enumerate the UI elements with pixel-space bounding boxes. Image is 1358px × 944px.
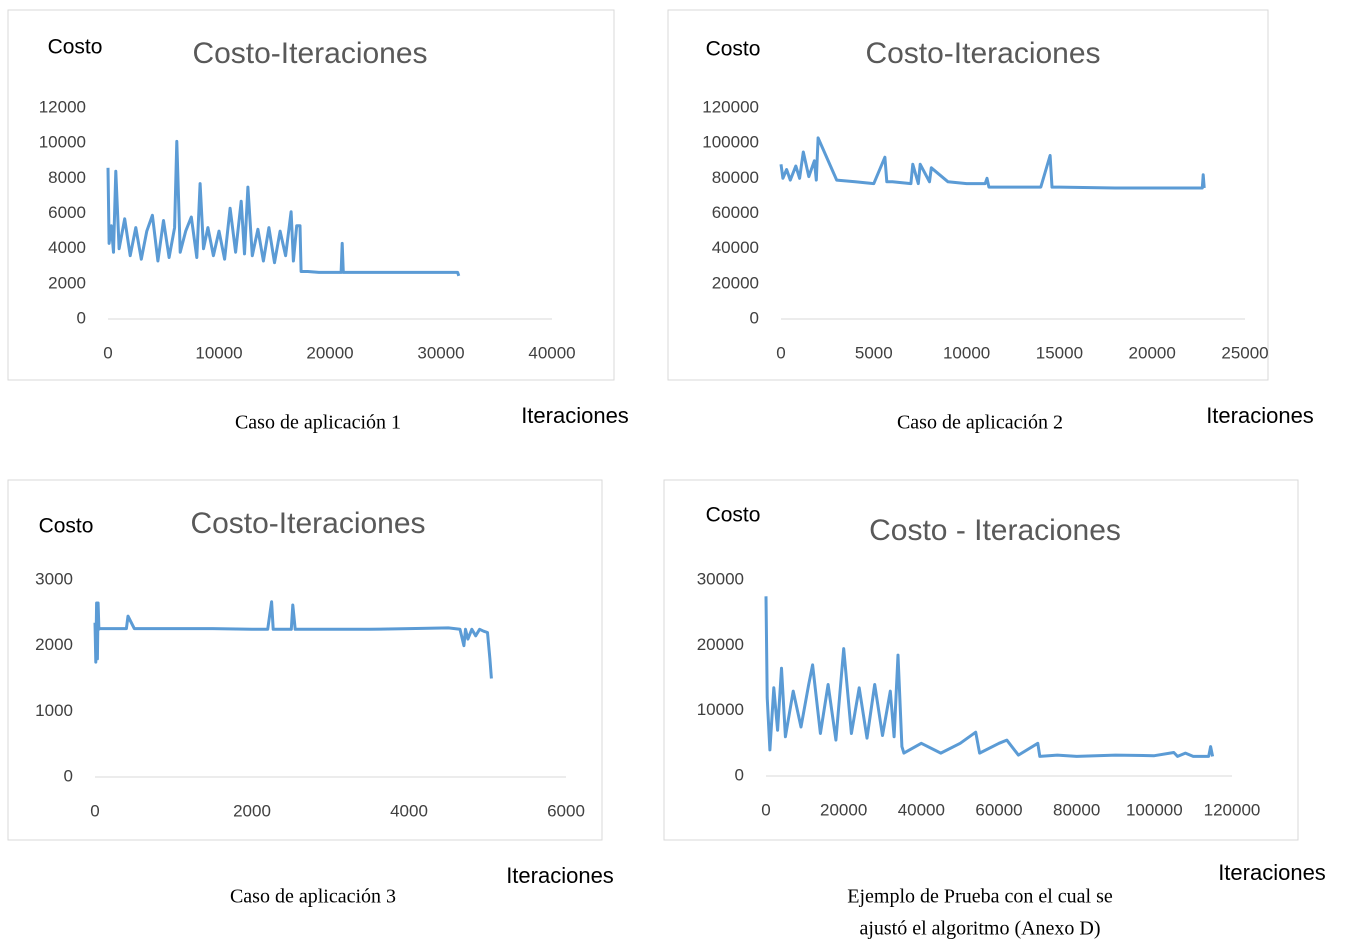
- y-tick-label: 4000: [48, 238, 86, 257]
- chart-title: Costo-Iteraciones: [192, 37, 427, 70]
- y-tick-label: 20000: [697, 635, 744, 654]
- x-tick-label: 0: [776, 343, 785, 362]
- chart-border: [663, 479, 1299, 841]
- y-tick-label: 80000: [712, 168, 759, 187]
- y-axis-label: Costo: [48, 36, 103, 59]
- x-tick-label: 6000: [547, 801, 585, 820]
- x-tick-label: 120000: [1204, 800, 1261, 819]
- y-tick-label: 1000: [35, 701, 73, 720]
- x-tick-label: 0: [90, 801, 99, 820]
- chart-border: [667, 9, 1269, 381]
- y-tick-label: 12000: [39, 97, 86, 116]
- x-axis-label: Iteraciones: [521, 403, 629, 428]
- data-line: [779, 136, 1206, 190]
- x-tick-label: 20000: [820, 800, 867, 819]
- caption: Caso de aplicación 3: [230, 886, 396, 908]
- x-tick-label: 15000: [1036, 343, 1083, 362]
- x-tick-label: 100000: [1126, 800, 1183, 819]
- y-tick-label: 8000: [48, 168, 86, 187]
- y-tick-label: 60000: [712, 203, 759, 222]
- x-tick-label: 40000: [898, 800, 945, 819]
- y-tick-label: 20000: [712, 273, 759, 292]
- x-tick-label: 0: [103, 343, 112, 362]
- x-axis-label: Iteraciones: [506, 863, 614, 888]
- y-tick-label: 0: [735, 765, 744, 784]
- y-tick-label: 6000: [48, 203, 86, 222]
- y-axis-label: Costo: [706, 504, 761, 527]
- y-tick-label: 0: [77, 308, 86, 327]
- x-tick-label: 2000: [233, 801, 271, 820]
- x-tick-label: 20000: [1129, 343, 1176, 362]
- data-line: [764, 596, 1215, 758]
- y-tick-label: 2000: [48, 273, 86, 292]
- y-axis-label: Costo: [39, 515, 94, 538]
- x-tick-label: 0: [761, 800, 770, 819]
- chart-border: [7, 9, 615, 381]
- y-tick-label: 3000: [35, 569, 73, 588]
- caption: Caso de aplicación 1: [235, 412, 401, 434]
- x-axis-label: Iteraciones: [1218, 860, 1326, 885]
- caption: ajustó el algoritmo (Anexo D): [859, 918, 1100, 940]
- data-line: [93, 600, 493, 679]
- x-tick-label: 5000: [855, 343, 893, 362]
- y-tick-label: 120000: [702, 97, 759, 116]
- chart-title: Costo - Iteraciones: [869, 514, 1121, 547]
- y-tick-label: 100000: [702, 133, 759, 152]
- x-tick-label: 30000: [417, 343, 464, 362]
- y-tick-label: 0: [750, 308, 759, 327]
- caption: Caso de aplicación 2: [897, 412, 1063, 434]
- y-tick-label: 0: [64, 766, 73, 785]
- x-tick-label: 80000: [1053, 800, 1100, 819]
- x-tick-label: 25000: [1221, 343, 1268, 362]
- x-tick-label: 10000: [195, 343, 242, 362]
- y-tick-label: 30000: [697, 569, 744, 588]
- x-tick-label: 60000: [975, 800, 1022, 819]
- x-tick-label: 10000: [943, 343, 990, 362]
- data-line: [106, 139, 461, 277]
- chart-title: Costo-Iteraciones: [865, 37, 1100, 70]
- y-tick-label: 10000: [39, 133, 86, 152]
- y-tick-label: 2000: [35, 635, 73, 654]
- x-tick-label: 20000: [306, 343, 353, 362]
- y-tick-label: 10000: [697, 700, 744, 719]
- y-axis-label: Costo: [706, 38, 761, 61]
- chart-border: [7, 479, 603, 841]
- x-tick-label: 4000: [390, 801, 428, 820]
- y-tick-label: 40000: [712, 238, 759, 257]
- x-tick-label: 40000: [528, 343, 575, 362]
- chart-title: Costo-Iteraciones: [190, 507, 425, 540]
- caption: Ejemplo de Prueba con el cual se: [847, 886, 1113, 908]
- x-axis-label: Iteraciones: [1206, 403, 1314, 428]
